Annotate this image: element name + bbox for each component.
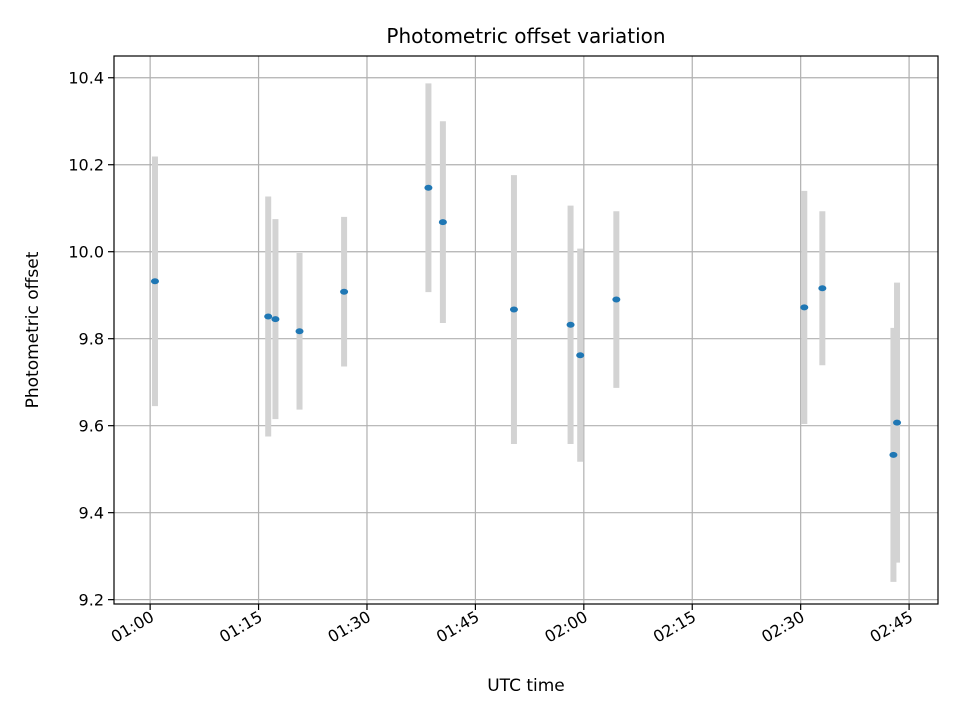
data-point [818, 285, 827, 292]
y-tick-label: 10.2 [68, 156, 104, 175]
data-point [893, 419, 902, 426]
data-points [150, 184, 902, 458]
y-tick-label: 9.4 [79, 504, 104, 523]
data-point [340, 288, 349, 295]
chart-title: Photometric offset variation [386, 24, 665, 48]
data-point [509, 306, 518, 313]
data-point [566, 321, 575, 328]
plot-frame [113, 55, 939, 605]
data-point [295, 328, 304, 335]
y-axis-label: Photometric offset [23, 251, 43, 408]
x-axis-label: UTC time [487, 676, 565, 696]
y-tick-label: 9.8 [79, 330, 104, 349]
data-point [889, 451, 898, 458]
data-point [576, 352, 585, 359]
grid [114, 56, 938, 604]
data-point [424, 184, 433, 191]
y-tick-label: 10.4 [68, 69, 104, 88]
y-axis-ticks: 9.2 9.4 9.6 9.8 10.0 10.2 10.4 [68, 69, 114, 610]
data-point [800, 304, 809, 311]
data-point [438, 219, 447, 226]
y-tick-label: 10.0 [68, 243, 104, 262]
data-point [271, 316, 280, 323]
y-tick-label: 9.2 [79, 591, 104, 610]
data-point [150, 278, 159, 285]
y-tick-label: 9.6 [79, 417, 104, 436]
data-point [264, 313, 273, 320]
data-point [612, 296, 621, 303]
